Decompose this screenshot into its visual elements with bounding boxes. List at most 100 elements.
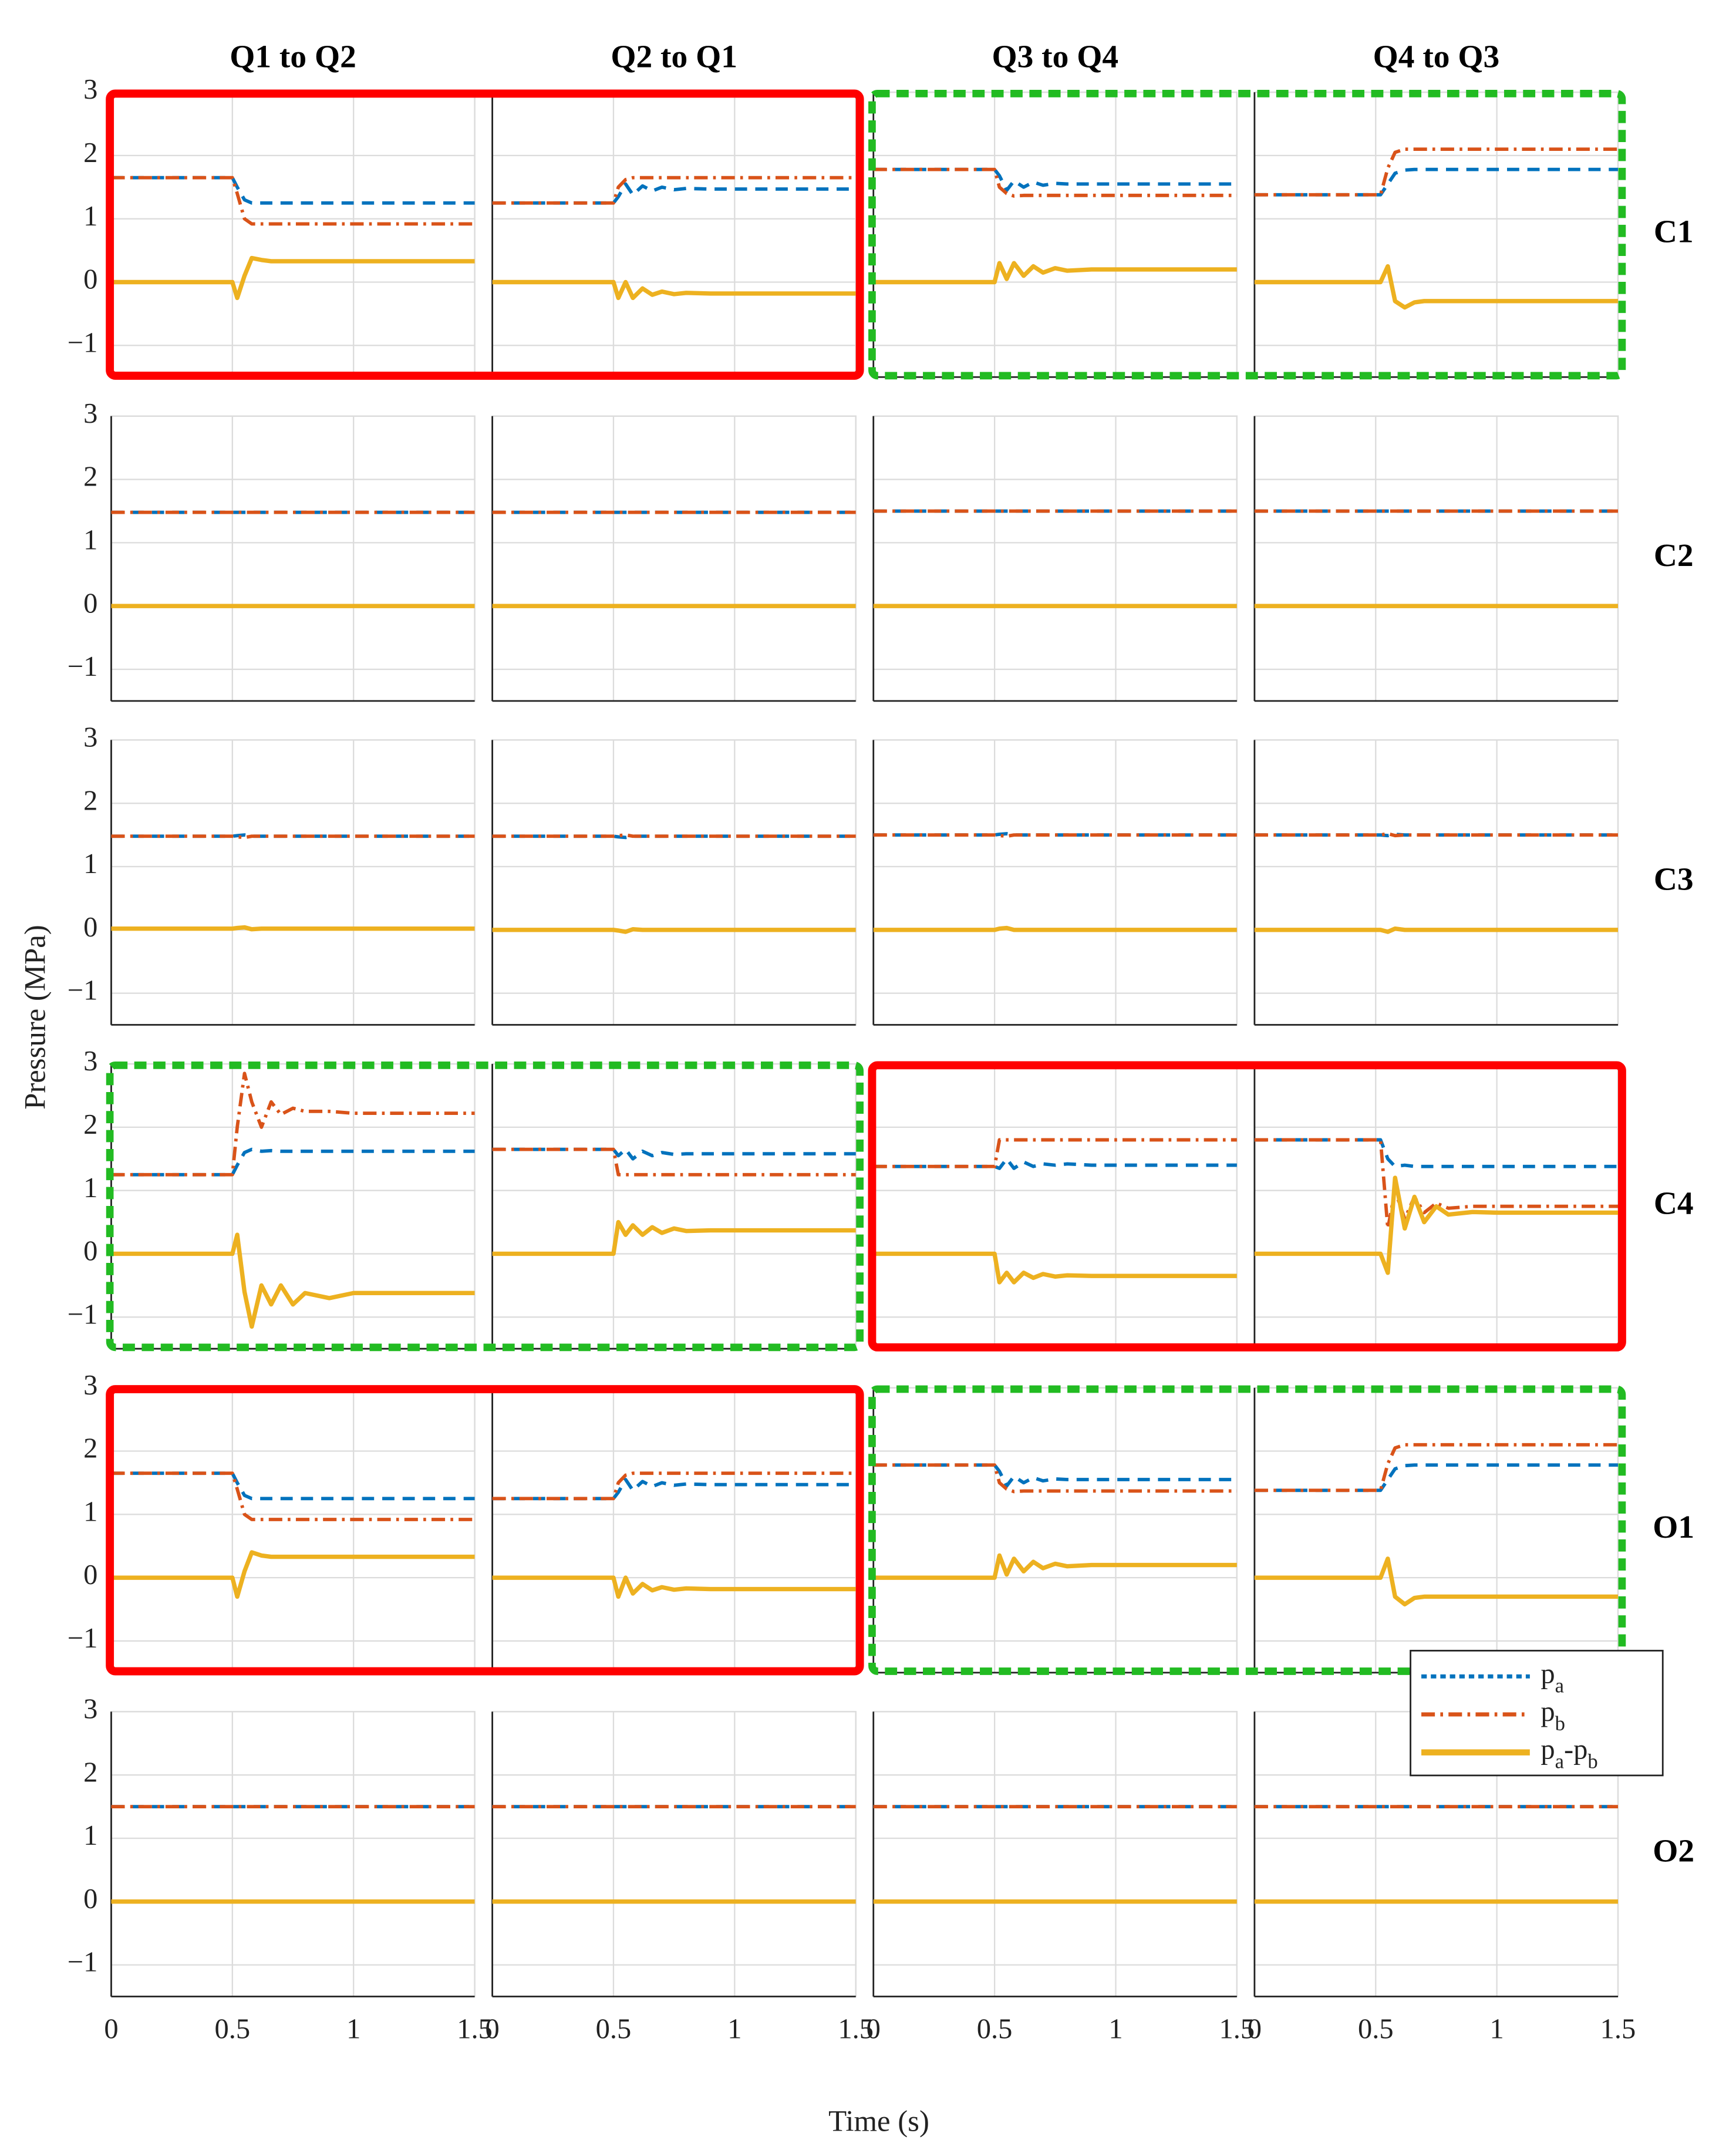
x-tick-label: 0.5: [1358, 2014, 1394, 2045]
x-tick-label: 1: [346, 2014, 360, 2045]
series-line: [111, 1147, 475, 1177]
series-line: [111, 255, 475, 301]
green-frame: [106, 1062, 864, 1352]
series-line: [873, 1463, 1237, 1488]
series-line: [111, 1550, 475, 1599]
y-tick-label: 3: [83, 1370, 97, 1401]
plot-area: [872, 1711, 1238, 1997]
plot-area: [491, 415, 857, 702]
series-line: [873, 1553, 1237, 1580]
plot-area: [110, 91, 476, 378]
series-line: [492, 1219, 856, 1256]
series-line: [111, 176, 475, 226]
series-line: [873, 1157, 1237, 1170]
series-line: [492, 1147, 856, 1177]
x-axis-label: Time (s): [828, 2104, 929, 2137]
series-line: [111, 1471, 475, 1521]
x-tick-label: 1.5: [1219, 2014, 1255, 2045]
y-tick-label: 2: [83, 1433, 97, 1464]
y-tick-label: 0: [83, 1236, 97, 1267]
series-line: [492, 279, 856, 301]
column-title: Q2 to Q1: [611, 38, 737, 74]
plot-area: [1253, 91, 1619, 378]
series-line: [873, 925, 1237, 932]
plot-area: [872, 1063, 1238, 1350]
series-line: [1254, 1138, 1618, 1231]
y-tick-label: 3: [83, 398, 97, 429]
y-tick-label: 0: [83, 588, 97, 619]
row-label: O2: [1653, 1833, 1694, 1869]
row-label: C3: [1654, 861, 1694, 897]
green-frame: [868, 90, 1626, 380]
series-line: [111, 176, 475, 205]
green-frame: [868, 1385, 1626, 1675]
x-tick-label: 0: [485, 2014, 499, 2045]
y-tick-label: −1: [68, 651, 98, 682]
y-tick-label: 3: [83, 1046, 97, 1077]
x-tick-label: 1: [1490, 2014, 1504, 2045]
x-tick-label: 1: [1108, 2014, 1122, 2045]
series-line: [1254, 1556, 1618, 1607]
series-line: [492, 833, 856, 838]
red-frame: [106, 89, 864, 380]
y-tick-label: 1: [83, 201, 97, 232]
series-line: [111, 1471, 475, 1501]
series-line: [873, 833, 1237, 838]
y-tick-label: 1: [83, 1820, 97, 1851]
plot-area: [872, 1387, 1238, 1674]
legend-label: pb: [1541, 1696, 1565, 1735]
row-label: C4: [1654, 1185, 1694, 1221]
x-tick-label: 1.5: [457, 2014, 493, 2045]
series-line: [1254, 264, 1618, 310]
row-label: O1: [1653, 1509, 1694, 1545]
y-tick-label: −1: [68, 327, 98, 358]
plot-area: [872, 415, 1238, 702]
series-line: [492, 176, 856, 205]
x-tick-label: 1: [727, 2014, 741, 2045]
y-tick-label: 1: [83, 524, 97, 555]
series-line: [492, 1478, 856, 1501]
x-tick-label: 0: [104, 2014, 118, 2045]
y-tick-label: 1: [83, 848, 97, 880]
y-axis-label: Pressure (MPa): [18, 925, 51, 1110]
column-title: Q3 to Q4: [992, 38, 1119, 74]
y-tick-label: 1: [83, 1172, 97, 1204]
y-tick-label: −1: [68, 1947, 98, 1978]
y-tick-label: 2: [83, 1109, 97, 1140]
plot-area: [110, 1387, 476, 1674]
y-tick-label: 3: [83, 1694, 97, 1725]
red-frame: [106, 1385, 864, 1676]
series-line: [111, 1232, 475, 1329]
y-tick-label: 2: [83, 461, 97, 493]
series-line: [111, 925, 475, 932]
plot-area: [872, 91, 1238, 378]
series-line: [1254, 926, 1618, 934]
x-tick-label: 0.5: [596, 2014, 632, 2045]
x-tick-label: 0.5: [215, 2014, 251, 2045]
series-line: [873, 261, 1237, 285]
series-line: [873, 167, 1237, 198]
y-tick-label: 3: [83, 722, 97, 753]
plot-area: [110, 1711, 476, 1997]
column-title: Q4 to Q3: [1373, 38, 1500, 74]
y-tick-label: −1: [68, 1623, 98, 1654]
y-tick-label: −1: [68, 1299, 98, 1330]
red-frame: [868, 1061, 1626, 1352]
plot-area: [110, 415, 476, 702]
y-tick-label: 2: [83, 1757, 97, 1788]
x-tick-label: 0.5: [977, 2014, 1013, 2045]
series-line: [1254, 147, 1618, 197]
x-tick-label: 1.5: [1600, 2014, 1636, 2045]
y-tick-label: 2: [83, 137, 97, 169]
y-tick-label: 0: [83, 264, 97, 295]
series-line: [492, 1147, 856, 1161]
series-line: [492, 1575, 856, 1599]
series-line: [873, 167, 1237, 193]
legend-label: pa: [1541, 1658, 1564, 1697]
x-tick-label: 1.5: [838, 2014, 874, 2045]
series-line: [492, 1471, 856, 1501]
y-tick-label: −1: [68, 975, 98, 1006]
